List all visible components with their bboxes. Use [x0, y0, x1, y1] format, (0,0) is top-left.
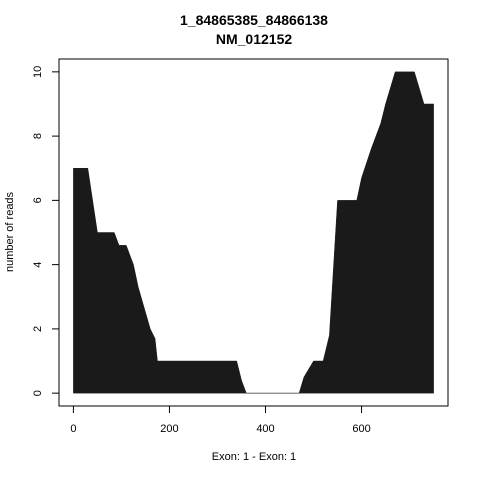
chart-subtitle: NM_012152	[216, 31, 292, 47]
coverage-area-group	[73, 71, 434, 394]
x-tick-label: 0	[70, 423, 76, 435]
y-axis: 0 2 4 6 8 10	[32, 66, 60, 396]
x-tick-label: 400	[256, 423, 274, 435]
y-tick-label: 8	[32, 133, 44, 139]
coverage-area	[73, 71, 434, 394]
chart-title: 1_84865385_84866138	[180, 12, 328, 28]
y-axis-label: number of reads	[4, 191, 16, 272]
x-tick-label: 600	[352, 423, 370, 435]
y-tick-label: 4	[32, 262, 44, 268]
y-tick-label: 6	[32, 197, 44, 203]
y-tick-label: 10	[32, 66, 44, 78]
y-tick-label: 2	[32, 326, 44, 332]
x-axis-label: Exon: 1 - Exon: 1	[212, 451, 296, 463]
x-axis: 0 200 400 600	[70, 405, 371, 435]
x-tick-label: 200	[160, 423, 178, 435]
y-tick-label: 0	[32, 390, 44, 396]
